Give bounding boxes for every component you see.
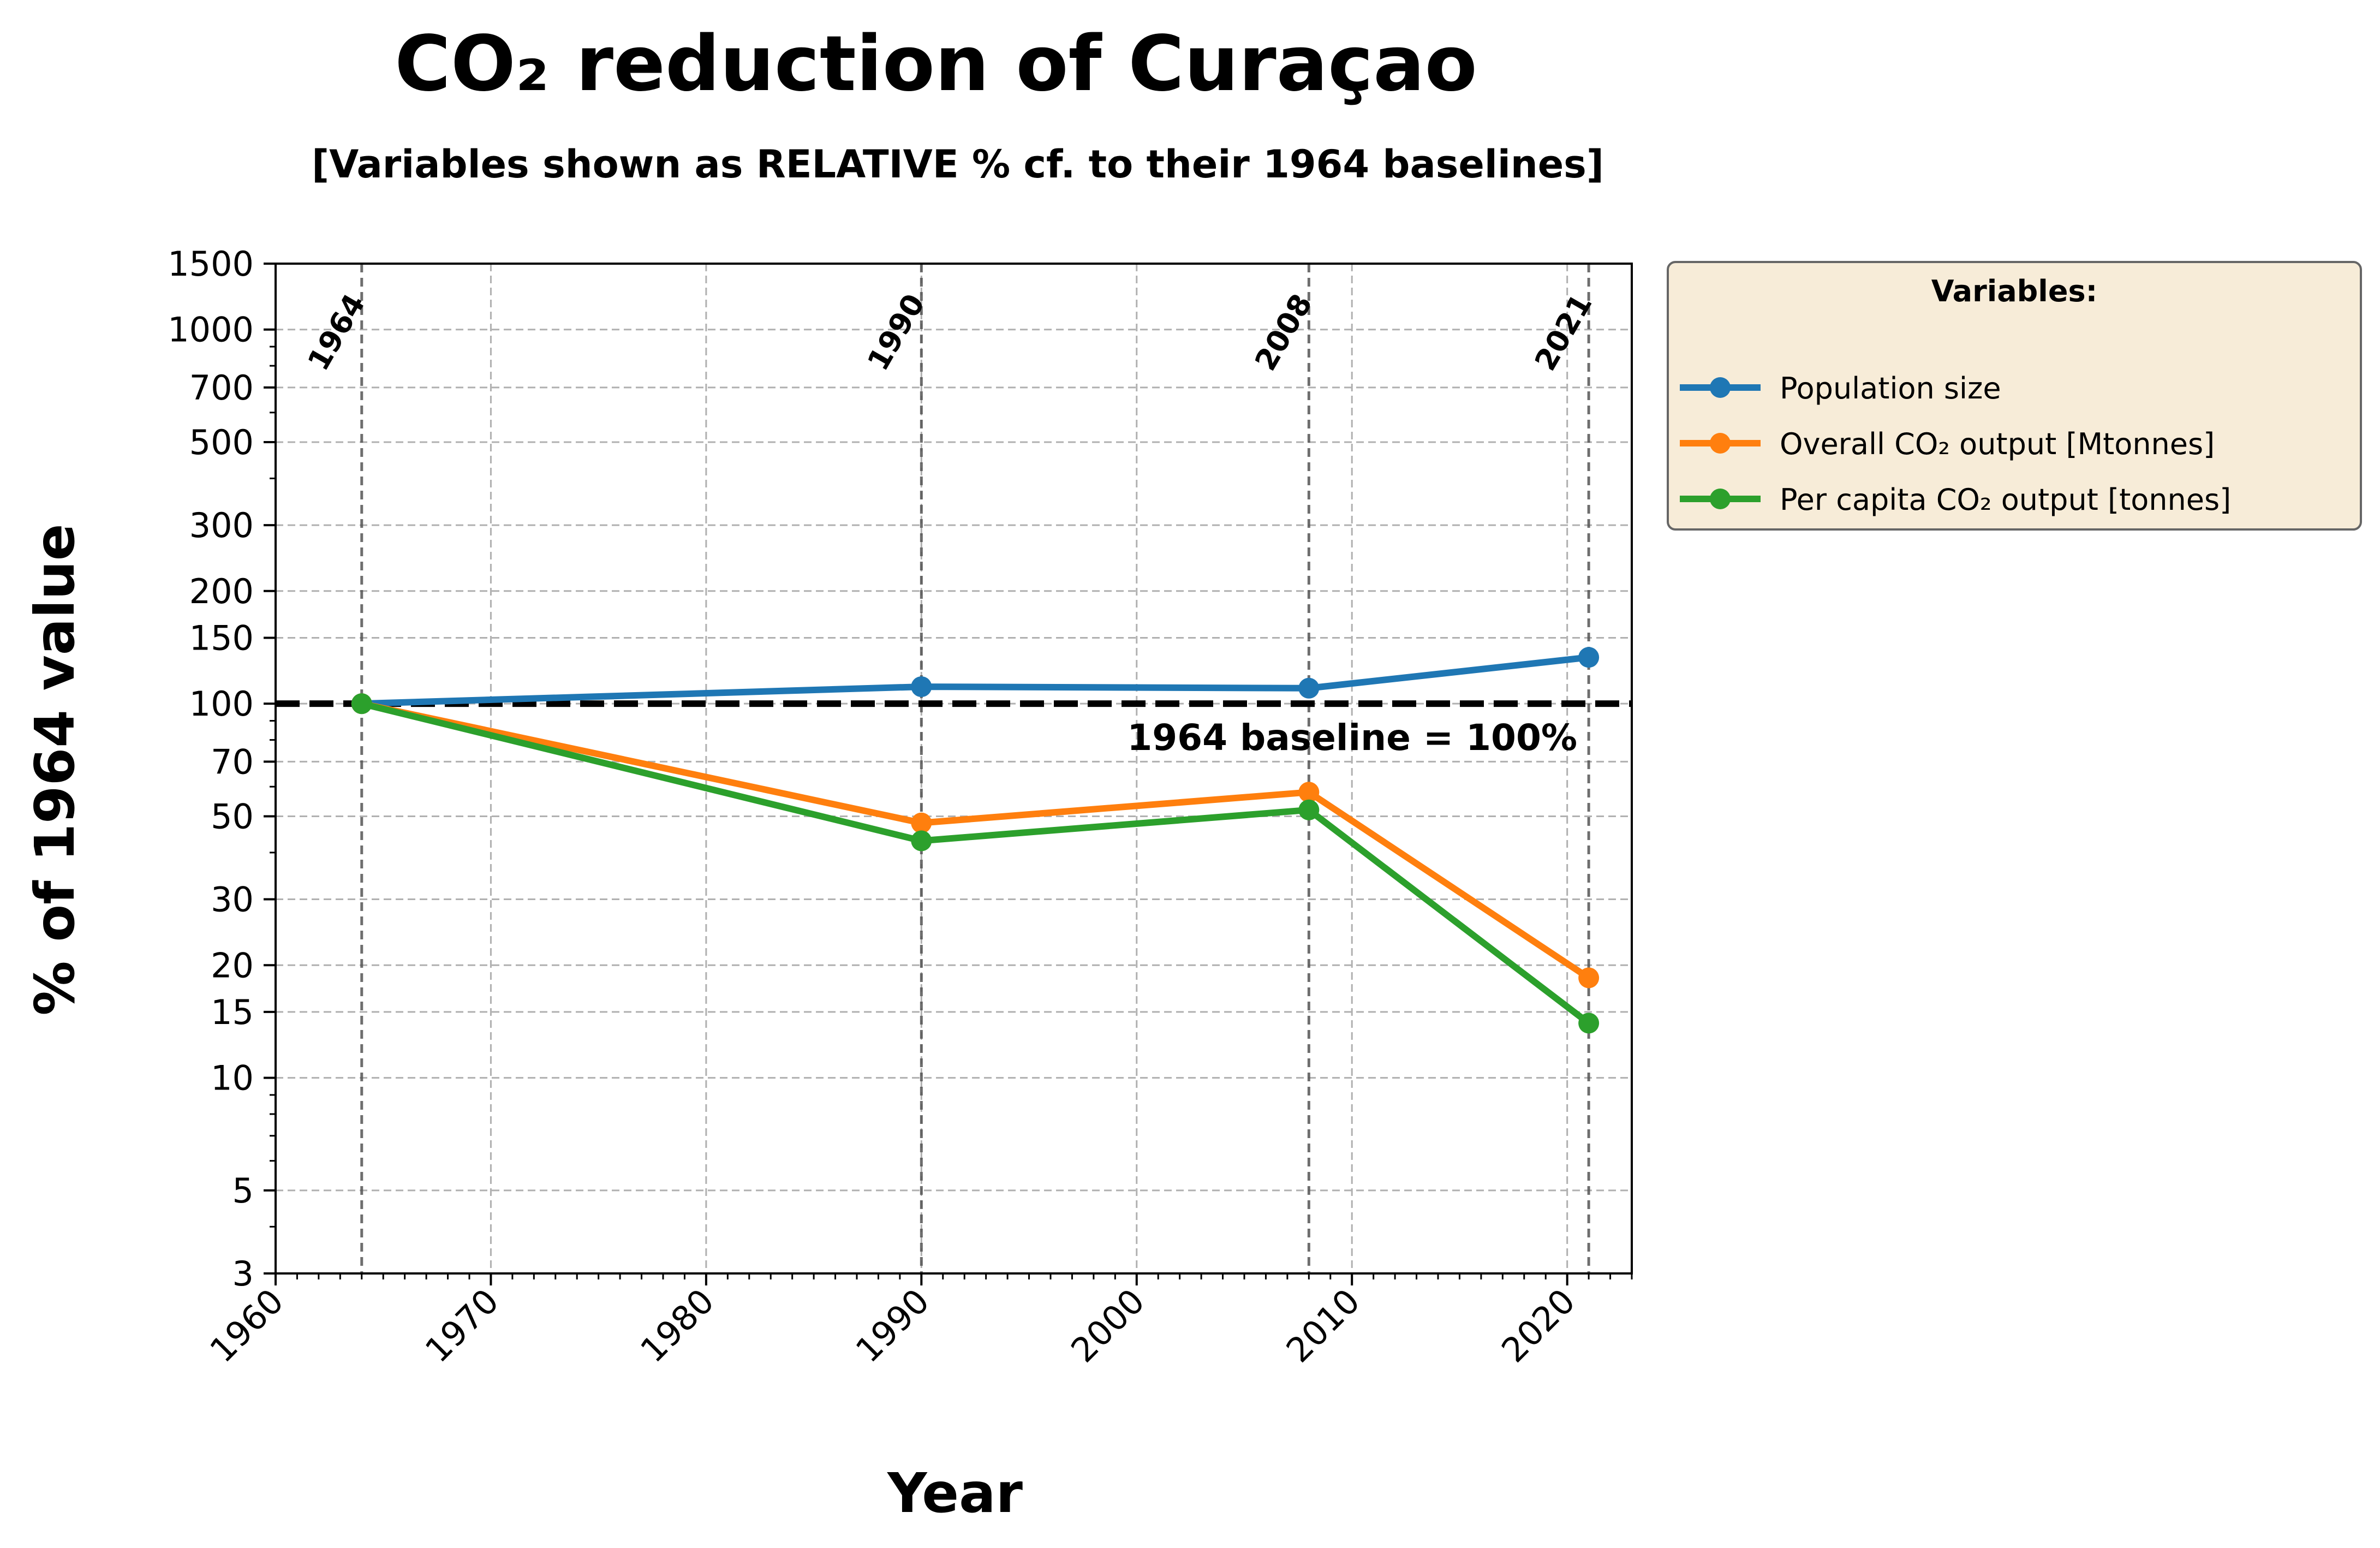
x-tick-label: 1970 (417, 1281, 506, 1370)
y-tick-label: 500 (189, 422, 254, 462)
x-axis-ticks: 1960 1970 1980 1990 2000 2010 2020 (202, 1273, 1633, 1370)
legend-swatch-marker (1710, 377, 1731, 398)
data-point (911, 676, 932, 698)
data-point (1298, 782, 1320, 803)
y-axis-ticks: 3 5 10 15 20 30 50 70 100 150 200 300 500 700 1000 1500 (168, 244, 276, 1294)
x-tick-label: 1960 (202, 1281, 291, 1370)
legend-title: Variables: (1931, 274, 2097, 308)
legend-label: Overall CO₂ output [Mtonnes] (1780, 427, 2215, 461)
series-line (358, 654, 1592, 707)
y-tick-label: 200 (189, 571, 254, 611)
x-tick-label: 2000 (1063, 1281, 1152, 1370)
y-tick-label: 70 (211, 742, 254, 782)
x-axis-label: Year (887, 1461, 1023, 1525)
x-tick-label: 2010 (1279, 1281, 1368, 1370)
series-lines (351, 647, 1600, 1034)
series-line (358, 700, 1592, 1027)
y-tick-label: 700 (189, 368, 254, 408)
chart-subtitle: [Variables shown as RELATIVE % cf. to th… (312, 142, 1604, 187)
y-tick-label: 1500 (168, 244, 254, 284)
data-point (1578, 1013, 1600, 1034)
baseline: 1964 baseline = 100% (276, 700, 1632, 759)
y-tick-label: 10 (211, 1058, 254, 1098)
legend-label: Population size (1780, 371, 2001, 406)
data-point (351, 693, 372, 715)
series-3 (351, 693, 1600, 1034)
legend-item: Overall CO₂ output [Mtonnes] (1680, 427, 2215, 461)
x-tick-label: 1990 (848, 1281, 937, 1370)
chart-title: CO₂ reduction of Curaçao (395, 20, 1477, 109)
plot-area: 1964 1990 2008 2021 1964 baseline = 100% 19… (168, 244, 1633, 1370)
y-tick-label: 5 (232, 1171, 254, 1211)
x-tick-label: 1980 (633, 1281, 721, 1370)
legend-item: Per capita CO₂ output [tonnes] (1680, 483, 2231, 517)
y-tick-label: 1000 (168, 310, 254, 350)
legend-item: Population size (1680, 371, 2001, 406)
series-line (358, 700, 1592, 981)
y-tick-label: 150 (189, 618, 254, 658)
plot-frame (275, 263, 1633, 1275)
y-tick-label: 20 (211, 945, 254, 985)
y-tick-label: 15 (211, 992, 254, 1032)
data-point (911, 830, 932, 852)
y-tick-label: 30 (211, 880, 254, 920)
vertical-markers: 1964 1990 2008 2021 (301, 264, 1599, 1273)
y-axis-label: % of 1964 value (23, 523, 87, 1015)
y-tick-label: 50 (211, 796, 254, 836)
baseline-label: 1964 baseline = 100% (1127, 717, 1577, 759)
y-tick-label: 100 (189, 684, 254, 724)
y-tick-label: 3 (232, 1254, 254, 1294)
data-point (1578, 967, 1600, 989)
legend-swatch-marker (1710, 489, 1731, 509)
legend: Variables: Population size Overall CO₂ out… (1667, 261, 2362, 531)
data-point (1578, 647, 1600, 668)
data-point (911, 812, 932, 833)
x-tick-label: 2020 (1494, 1281, 1583, 1370)
y-tick-label: 300 (189, 505, 254, 545)
data-point (1298, 799, 1320, 820)
data-point (1298, 677, 1320, 699)
legend-swatch-marker (1710, 433, 1731, 454)
grid-lines (276, 263, 1632, 1275)
legend-label: Per capita CO₂ output [tonnes] (1780, 483, 2231, 517)
legend-box (1667, 261, 2362, 531)
